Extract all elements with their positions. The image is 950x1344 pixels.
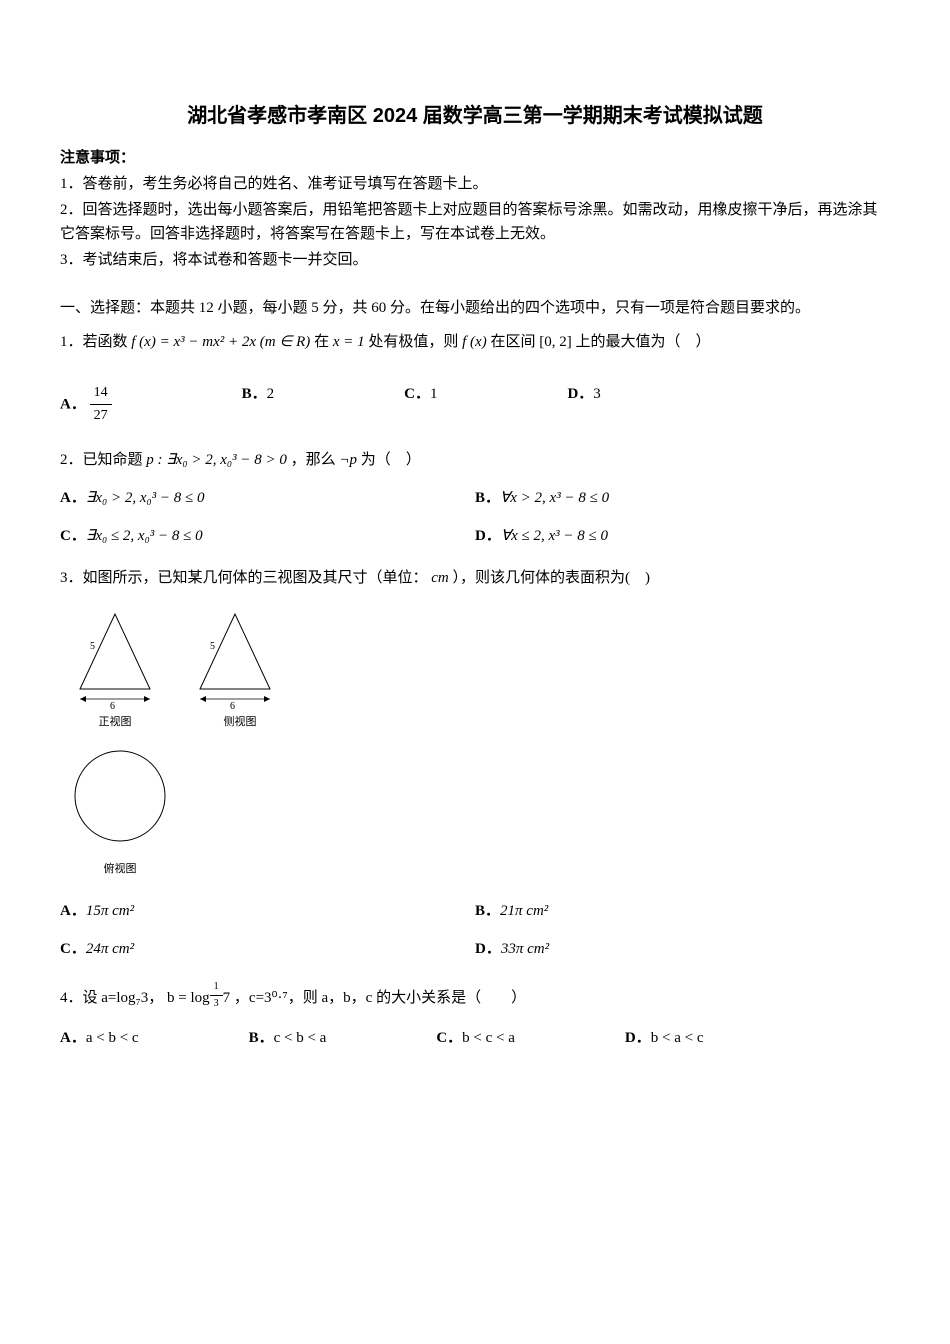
q2-opt-d-val: ∀x ≤ 2, x³ − 8 ≤ 0 [501,528,608,544]
q1-opt-b: B．2 [242,382,275,428]
q1-options: A． 14 27 B．2 C．1 D．3 [60,382,890,428]
q4-opt-a-val: a < b < c [86,1030,139,1046]
side-view-label: 侧视图 [180,714,300,732]
q1-opt-c: C．1 [404,382,437,428]
question-4: 4．设 a=log₇3， b = log 1 3 7 ，c=3⁰·⁷，则 a，b… [60,979,890,1012]
q2-options-row2: C．∃x₀ ≤ 2, x₀³ − 8 ≤ 0 D．∀x ≤ 2, x³ − 8 … [60,524,890,548]
q1-mid1: 在 [314,334,333,350]
q3-options-row1: A．15π cm² B．21π cm² [60,899,890,923]
top-view-label: 俯视图 [60,861,180,879]
q3-opt-c: C．24π cm² [60,937,475,961]
q1-opt-b-val: 2 [267,386,275,402]
q1-fx2: f (x) [462,334,487,350]
svg-text:5: 5 [90,641,95,652]
q2-end: 为（ ） [361,452,421,468]
notice-line-1: 1．答卷前，考生务必将自己的姓名、准考证号填写在答题卡上。 [60,172,890,196]
q4-opt-d-val: b < a < c [651,1030,704,1046]
q4-b-frac-num: 1 [210,979,223,996]
q1-opt-a: A． 14 27 [60,382,112,428]
q2-opt-a-val: ∃x₀ > 2, x₀³ − 8 ≤ 0 [86,490,205,506]
q3-end: ），则该几何体的表面积为( ) [453,570,651,586]
q3-options-row2: C．24π cm² D．33π cm² [60,937,890,961]
q3-opt-b: B．21π cm² [475,899,890,923]
q1-mid2: 处有极值，则 [368,334,462,350]
q1-opt-d: D．3 [567,382,600,428]
q1-pre: 1．若函数 [60,334,131,350]
frac-num: 14 [90,382,112,405]
q3-opt-d-val: 33π cm² [501,941,549,957]
q4-opt-a: A．a < b < c [60,1026,139,1050]
q2-opt-d: D．∀x ≤ 2, x³ − 8 ≤ 0 [475,524,890,548]
triangle-labels: 正视图 侧视图 [60,714,890,732]
q1-interval: [0, 2] [539,334,572,350]
q2-opt-b-val: ∀x > 2, x³ − 8 ≤ 0 [500,490,609,506]
svg-text:5: 5 [210,641,215,652]
q3-cm: cm [431,570,449,586]
three-views-diagram: 5 6 5 6 正视图 侧视图 俯视图 [60,604,890,879]
notice-block: 注意事项： 1．答卷前，考生务必将自己的姓名、准考证号填写在答题卡上。 2．回答… [60,146,890,272]
front-view-label: 正视图 [60,714,170,732]
q1-opt-d-val: 3 [593,386,601,402]
triangles-svg: 5 6 5 6 [60,604,320,714]
q4-opt-c: C．b < c < a [436,1026,515,1050]
q4-mid: ，c=3⁰·⁷，则 a，b，c 的大小关系是（ ） [234,990,526,1006]
q3-opt-b-val: 21π cm² [500,903,548,919]
question-3: 3．如图所示，已知某几何体的三视图及其尺寸（单位： cm ），则该几何体的表面积… [60,566,890,590]
q2-opt-c: C．∃x₀ ≤ 2, x₀³ − 8 ≤ 0 [60,524,475,548]
q2-mid: ，那么 [291,452,340,468]
q4-b-post: 7 [223,990,231,1006]
q2-opt-c-val: ∃x₀ ≤ 2, x₀³ − 8 ≤ 0 [86,528,203,544]
question-2: 2．已知命题 p : ∃x₀ > 2, x₀³ − 8 > 0 ，那么 ¬p 为… [60,448,890,472]
opt-letter: A． [60,396,86,412]
q4-b-expr: b = log 1 3 7 [167,990,234,1006]
q1-end: 上的最大值为（ ） [575,334,710,350]
q4-b-pre: b = log [167,990,210,1006]
notice-line-3: 3．考试结束后，将本试卷和答题卡一并交回。 [60,248,890,272]
q4-opt-c-val: b < c < a [462,1030,515,1046]
q1-mid3: 在区间 [490,334,539,350]
exam-title: 湖北省孝感市孝南区 2024 届数学高三第一学期期末考试模拟试题 [60,100,890,132]
frac-den: 27 [90,405,112,427]
q1-xeq: x = 1 [333,334,365,350]
q2-p: p : ∃x₀ > 2, x₀³ − 8 > 0 [146,452,287,468]
q1-opt-c-val: 1 [430,386,438,402]
q1-fx: f (x) = x³ − mx² + 2x (m ∈ R) [131,334,310,350]
q1-opt-a-frac: 14 27 [90,382,112,428]
q3-opt-c-val: 24π cm² [86,941,134,957]
svg-text:6: 6 [230,701,235,712]
q3-pre: 3．如图所示，已知某几何体的三视图及其尺寸（单位： [60,570,428,586]
circle-label-row: 俯视图 [60,861,890,879]
q3-opt-a: A．15π cm² [60,899,475,923]
q2-notp: ¬p [339,452,357,468]
q4-opt-b: B．c < b < a [249,1026,327,1050]
notice-head: 注意事项： [60,146,890,170]
section-intro: 一、选择题：本题共 12 小题，每小题 5 分，共 60 分。在每小题给出的四个… [60,296,890,320]
q4-options: A．a < b < c B．c < b < a C．b < c < a D．b … [60,1026,890,1050]
notice-line-2: 2．回答选择题时，选出每小题答案后，用铅笔把答题卡上对应题目的答案标号涂黑。如需… [60,198,890,246]
q4-b-frac-den: 3 [210,996,223,1012]
q4-opt-d: D．b < a < c [625,1026,704,1050]
q3-opt-a-val: 15π cm² [86,903,134,919]
svg-text:6: 6 [110,701,115,712]
q4-pre: 4．设 a=log₇3， [60,990,163,1006]
circle-svg [60,741,190,861]
q2-pre: 2．已知命题 [60,452,146,468]
q2-opt-a: A．∃x₀ > 2, x₀³ − 8 ≤ 0 [60,486,475,510]
question-1: 1．若函数 f (x) = x³ − mx² + 2x (m ∈ R) 在 x … [60,330,890,354]
q3-opt-d: D．33π cm² [475,937,890,961]
q4-opt-b-val: c < b < a [274,1030,327,1046]
q2-opt-b: B．∀x > 2, x³ − 8 ≤ 0 [475,486,890,510]
q2-options-row1: A．∃x₀ > 2, x₀³ − 8 ≤ 0 B．∀x > 2, x³ − 8 … [60,486,890,510]
